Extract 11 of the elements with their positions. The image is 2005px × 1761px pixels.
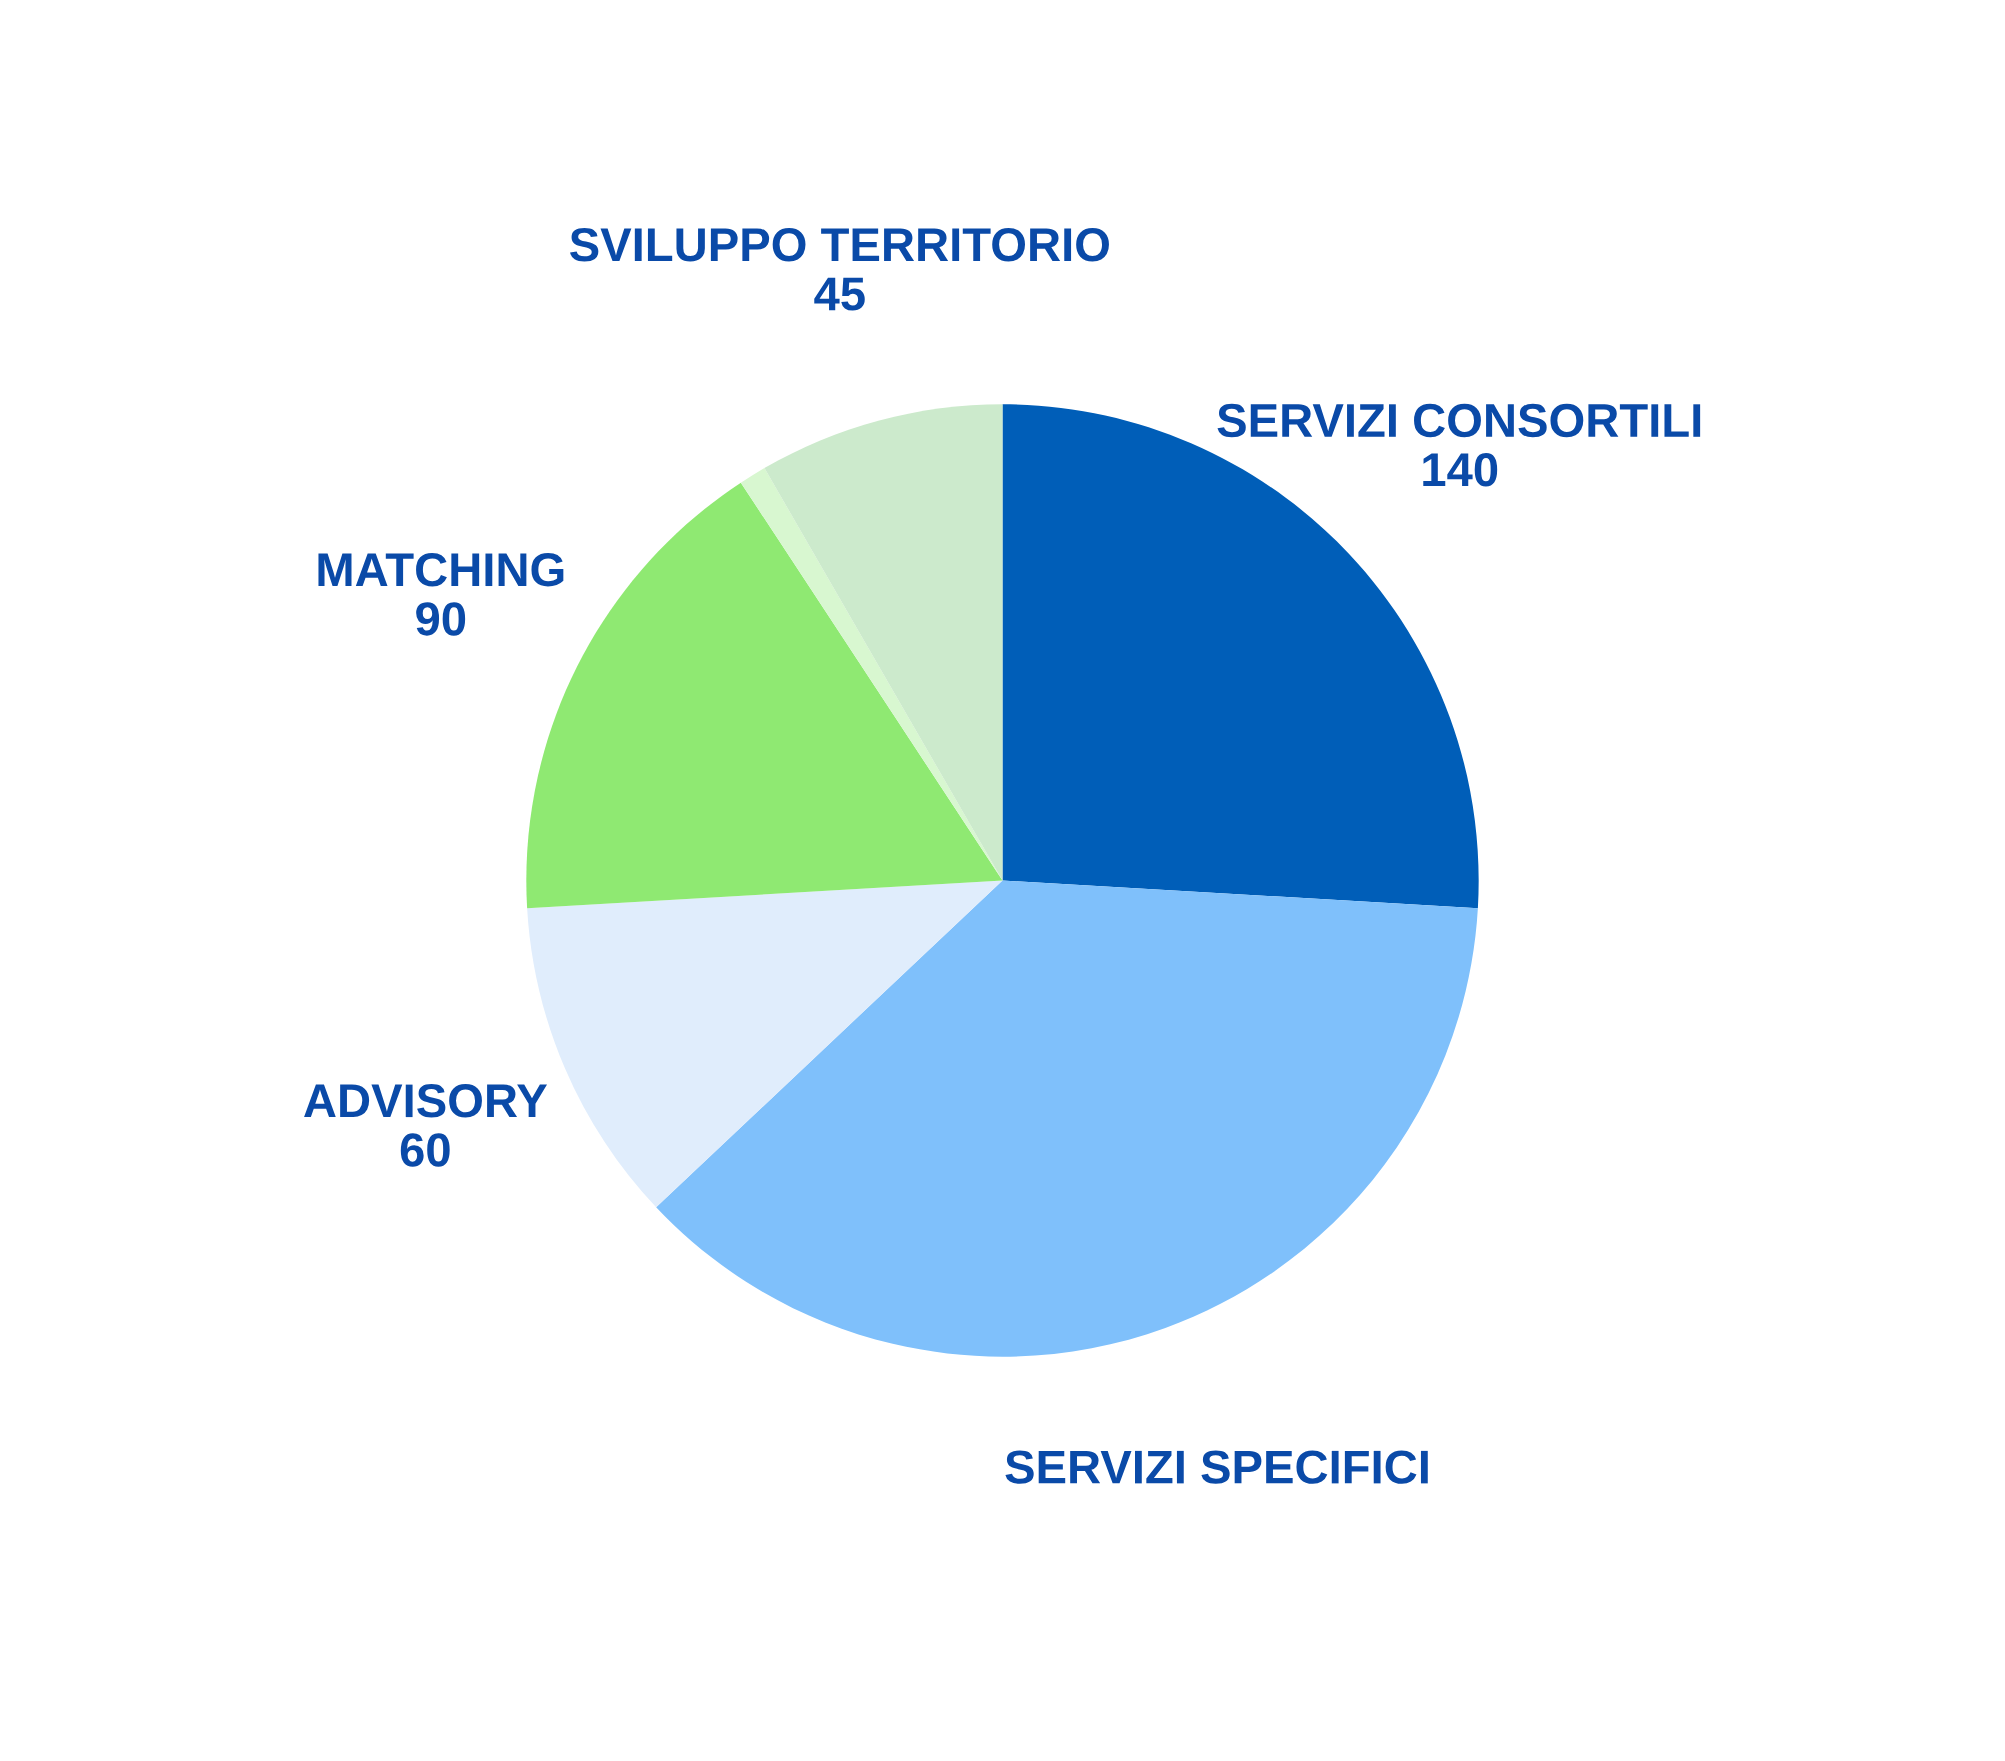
data-label: 45	[814, 277, 865, 311]
slice-label: MATCHING	[318, 553, 564, 587]
slice-label: SVILUPPO TERRITORIO	[570, 228, 1109, 262]
pie-slice	[656, 880, 1478, 1357]
pie-slice	[764, 404, 1003, 881]
data-label: 90	[416, 602, 466, 636]
slice-label: SERVIZI SPECIFICI	[1005, 1450, 1428, 1484]
slice-label: ADVISORY	[304, 1084, 548, 1118]
slice-label: SERVIZI CONSORTILI	[1217, 403, 1701, 438]
data-label: 60	[400, 1133, 450, 1167]
data-label: 140	[1423, 452, 1498, 487]
